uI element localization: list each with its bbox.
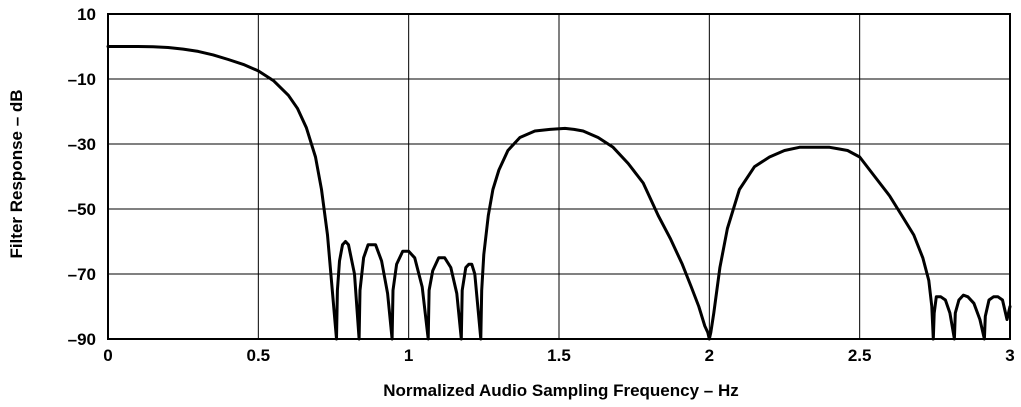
x-tick-label: 1 [404, 346, 413, 365]
plot-frame [107, 13, 1011, 340]
x-tick-label: 3 [1005, 346, 1014, 365]
x-axis-title: Normalized Audio Sampling Frequency – Hz [383, 381, 738, 400]
y-tick-label: –50 [68, 200, 96, 219]
x-tick-label: 1.5 [547, 346, 571, 365]
y-tick-label: –70 [68, 265, 96, 284]
y-tick-label: 10 [77, 5, 96, 24]
x-tick-label: 0.5 [247, 346, 271, 365]
y-axis-ticks: 10 –10 –30 –50 –70 –90 [68, 5, 96, 349]
y-tick-label: –30 [68, 135, 96, 154]
x-tick-label: 2 [705, 346, 714, 365]
x-tick-label: 0 [103, 346, 112, 365]
y-tick-label: –90 [68, 330, 96, 349]
y-axis-title: Filter Response – dB [7, 89, 26, 258]
x-tick-label: 2.5 [848, 346, 872, 365]
series-line [106, 45, 1012, 341]
x-axis-ticks: 0 0.5 1 1.5 2 2.5 3 [103, 346, 1014, 365]
filter-response-series [106, 45, 1012, 341]
y-tick-label: –10 [68, 70, 96, 89]
